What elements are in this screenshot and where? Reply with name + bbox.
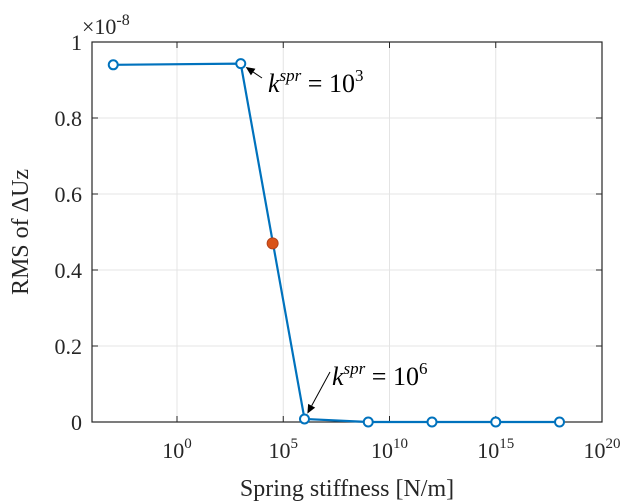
x-tick-label: 1015 <box>477 436 514 463</box>
x-tick-label: 1010 <box>371 436 408 463</box>
y-tick-label: 1 <box>71 30 82 55</box>
y-multiplier: ×10-8 <box>82 12 130 39</box>
data-point <box>107 59 119 71</box>
series-group <box>107 58 565 428</box>
x-tick-label: 1020 <box>584 436 621 463</box>
y-axis-title: RMS of ΔUz <box>8 169 34 295</box>
highlight-point <box>266 237 279 250</box>
data-point <box>490 416 502 428</box>
y-tick-labels: 0 0.2 0.4 0.6 0.8 1 <box>55 30 83 435</box>
annotation-arrow-line <box>252 71 263 79</box>
data-point <box>426 416 438 428</box>
x-tick-label: 105 <box>269 436 299 463</box>
annotation-label: kspr = 103 <box>268 66 363 98</box>
y-tick-label: 0.6 <box>55 182 83 207</box>
data-point <box>299 413 310 425</box>
y-tick-label: 0.4 <box>55 258 83 283</box>
data-point <box>235 58 247 70</box>
x-axis-title: Spring stiffness [N/m] <box>240 476 454 502</box>
data-point <box>554 416 565 428</box>
y-tick-label: 0.2 <box>55 334 83 359</box>
y-tick-label: 0 <box>71 410 82 435</box>
x-tick-labels: 100 105 1010 1015 1020 <box>162 436 620 463</box>
annotation-label: kspr = 106 <box>332 359 427 391</box>
x-tick-label: 100 <box>162 436 192 463</box>
annotation-arrow-line <box>311 371 331 407</box>
annotation-arrow-head <box>245 67 256 76</box>
y-tick-label: 0.8 <box>55 106 83 131</box>
annotation-arrow-head <box>307 403 316 414</box>
annotations: kspr = 103 kspr = 106 <box>245 66 427 414</box>
data-point <box>362 416 374 428</box>
